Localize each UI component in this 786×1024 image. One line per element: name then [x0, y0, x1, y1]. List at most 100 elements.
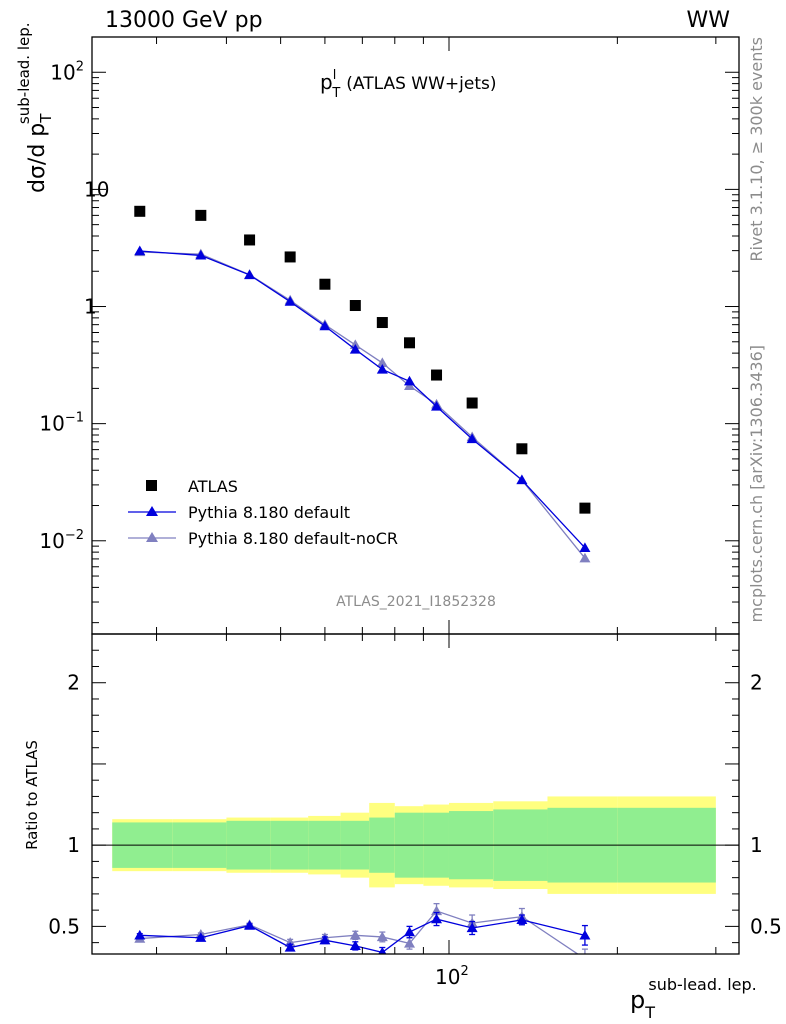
ratio-marker-default: [195, 932, 207, 942]
mcplots-credit: mcplots.cern.ch [arXiv:1306.3436]: [747, 345, 766, 622]
legend-atlas-marker: [146, 480, 157, 491]
legend: ATLAS Pythia 8.180 default Pythia 8.180 …: [128, 477, 398, 548]
main-y-tick-label-base: 10: [50, 60, 75, 84]
main-y-tick-label-base: 10: [39, 412, 64, 436]
plot-title: pl T (ATLAS WW+jets): [320, 68, 497, 101]
ratio-frame: [91, 633, 740, 955]
ratio-marker-default: [378, 946, 387, 954]
energy-label: 13000 GeV pp: [105, 8, 263, 33]
x-axis-label-main: p: [630, 986, 645, 1014]
main-marker-default: [404, 375, 416, 386]
main-y-tick-label-exp: −1: [65, 411, 84, 426]
legend-nocr-label: Pythia 8.180 default-noCR: [188, 529, 398, 548]
atlas-data-point: [404, 337, 416, 349]
main-marker-default: [195, 249, 207, 260]
main-y-tick-label: 1: [84, 295, 97, 319]
y-axis-label: dσ/d pTsub-lead. lep.: [15, 22, 55, 193]
ratio-marker-default: [516, 914, 528, 925]
atlas-data-point: [244, 234, 256, 246]
ratio-marker-default: [244, 920, 256, 930]
ratio-y-tick-label-left: 0.5: [48, 914, 80, 938]
ratio-marker-default: [431, 913, 443, 924]
atlas-data-point: [431, 369, 443, 381]
main-y-tick-label: 10−1: [39, 411, 84, 436]
main-marker-default: [319, 320, 331, 331]
main-marker-nocr: [376, 357, 388, 368]
ratio-plot-area: [92, 796, 739, 954]
atlas-data-point: [579, 502, 591, 514]
atlas-data-point: [134, 205, 146, 217]
legend-default-marker: [146, 506, 158, 516]
x-axis-label: pTsub-lead. lep.: [630, 975, 757, 1022]
atlas-data-point: [349, 300, 361, 312]
ratio-y-tick-label-left: 1: [67, 833, 80, 857]
main-y-tick-label: 102: [50, 59, 84, 84]
process-label: WW: [686, 8, 730, 33]
main-marker-default: [349, 343, 361, 354]
main-y-tick-label: 10−2: [39, 528, 84, 553]
main-marker-default: [431, 401, 443, 411]
main-y-tick-label-base: 1: [84, 295, 97, 319]
legend-atlas-label: ATLAS: [188, 477, 238, 496]
main-marker-default: [579, 542, 591, 552]
atlas-data-point: [284, 251, 296, 263]
plot-title-rest: (ATLAS WW+jets): [346, 74, 496, 94]
ratio-y-tick-label-left: 2: [67, 671, 80, 695]
main-marker-default: [466, 433, 478, 444]
main-y-tick-label-base: 10: [39, 529, 64, 553]
plot-title-sup: l: [333, 68, 337, 83]
main-line-default: [139, 250, 586, 549]
atlas-data-point: [466, 397, 478, 409]
ratio-line-nocr: [139, 910, 579, 954]
main-y-tick-label-base: 10: [84, 177, 109, 201]
ratio-y-tick-label-right: 2: [750, 671, 763, 695]
main-marker-default: [244, 269, 256, 280]
ratio-line-default: [139, 918, 586, 954]
analysis-id: ATLAS_2021_I1852328: [336, 594, 496, 610]
main-marker-default: [376, 363, 388, 374]
ratio-axis-label: Ratio to ATLAS: [23, 740, 41, 850]
atlas-data-point: [195, 209, 207, 221]
x-axis-label-sup: sub-lead. lep.: [648, 975, 756, 994]
main-y-tick-label: 10: [84, 177, 109, 201]
ratio-marker-default: [134, 929, 146, 940]
ratio-marker-nocr: [584, 953, 586, 954]
main-marker-default: [134, 245, 146, 256]
x-axis-label-sub: T: [644, 1003, 655, 1022]
ratio-y-tick-label-right: 0.5: [750, 914, 782, 938]
legend-nocr-marker: [146, 532, 158, 542]
main-plot-area: [134, 205, 591, 563]
y-axis-label-sub: T: [37, 113, 55, 124]
atlas-data-point: [516, 443, 528, 455]
ratio-marker-nocr: [349, 929, 361, 940]
x-tick-label-base: 10: [435, 965, 460, 989]
ratio-marker-nocr: [404, 937, 416, 948]
atlas-data-point: [376, 317, 388, 329]
atlas-data-point: [319, 278, 331, 290]
rivet-credit: Rivet 3.1.10, ≥ 300k events: [747, 37, 766, 262]
ratio-marker-nocr: [376, 931, 388, 942]
ratio-marker-default: [319, 934, 331, 945]
legend-default-label: Pythia 8.180 default: [188, 503, 350, 522]
main-y-tick-label-exp: −2: [65, 528, 84, 543]
main-y-tick-label-exp: 2: [76, 59, 84, 74]
main-marker-default: [284, 296, 296, 306]
ratio-y-tick-label-right: 1: [750, 833, 763, 857]
ratio-marker-default: [404, 926, 416, 937]
y-axis-label-sup: sub-lead. lep.: [15, 22, 33, 124]
ratio-marker-default: [466, 922, 478, 933]
plot-title-main: p: [320, 70, 333, 94]
ratio-marker-default: [349, 940, 361, 951]
x-tick-label: 102: [435, 964, 469, 989]
ratio-marker-default: [284, 942, 296, 952]
ratio-marker-default: [579, 929, 591, 940]
main-marker-nocr: [579, 552, 591, 563]
main-marker-default: [516, 474, 528, 485]
x-tick-label-exp: 2: [460, 964, 468, 979]
y-axis-label-main: dσ/d p: [25, 123, 50, 193]
